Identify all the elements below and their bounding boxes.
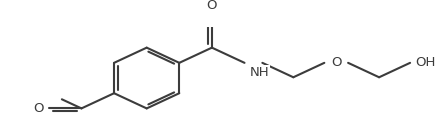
Text: NH: NH xyxy=(249,66,269,79)
Text: O: O xyxy=(331,56,341,69)
Text: O: O xyxy=(207,0,217,12)
Text: O: O xyxy=(33,102,44,115)
Text: OH: OH xyxy=(415,56,436,69)
